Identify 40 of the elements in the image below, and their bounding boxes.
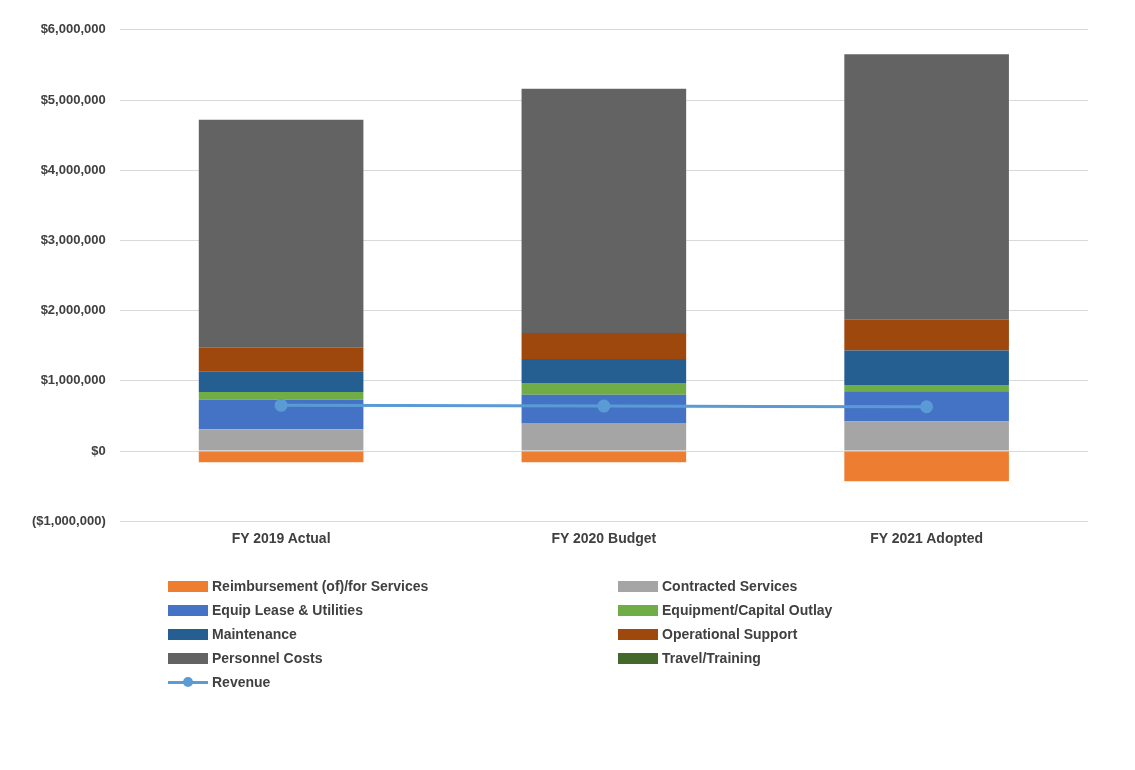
y-tick-label: $5,000,000 [40, 91, 106, 107]
y-tick-label: $0 [91, 442, 106, 458]
bar [521, 333, 687, 360]
bar [844, 385, 1009, 392]
y-tick-label: $6,000,000 [40, 21, 106, 37]
bar [198, 451, 364, 463]
bar [198, 392, 364, 400]
bar [844, 421, 1009, 451]
legend-label: Travel/Training [662, 650, 761, 666]
legend-label: Revenue [212, 674, 271, 690]
bar [844, 319, 1009, 351]
bar [521, 451, 687, 463]
x-tick-label: FY 2020 Budget [551, 530, 657, 547]
bar [844, 451, 1009, 482]
legend-label: Operational Support [662, 626, 798, 642]
bar [521, 422, 687, 451]
x-tick-label: FY 2021 Adopted [870, 530, 984, 547]
legend-label: Contracted Services [662, 578, 798, 594]
y-tick-label: ($1,000,000) [31, 512, 106, 528]
bar [198, 119, 364, 348]
bar [521, 88, 687, 334]
legend-label: Maintenance [212, 626, 297, 642]
bar [521, 382, 687, 395]
bar [844, 54, 1009, 320]
legend-label: Reimbursement (of)/for Services [212, 578, 429, 594]
bar [198, 371, 364, 393]
bar [198, 347, 364, 372]
y-tick-label: $1,000,000 [40, 372, 106, 388]
legend-label: Personnel Costs [212, 650, 323, 666]
bar [844, 350, 1009, 386]
bar [521, 359, 687, 383]
bar [198, 429, 364, 451]
bar [198, 399, 364, 430]
bar [844, 391, 1009, 422]
legend-label: Equipment/Capital Outlay [662, 602, 833, 618]
y-tick-label: $2,000,000 [40, 302, 106, 318]
legend-label: Equip Lease & Utilities [212, 602, 363, 618]
y-tick-label: $4,000,000 [40, 161, 106, 177]
x-tick-label: FY 2019 Actual [231, 530, 331, 547]
y-tick-label: $3,000,000 [40, 231, 106, 247]
